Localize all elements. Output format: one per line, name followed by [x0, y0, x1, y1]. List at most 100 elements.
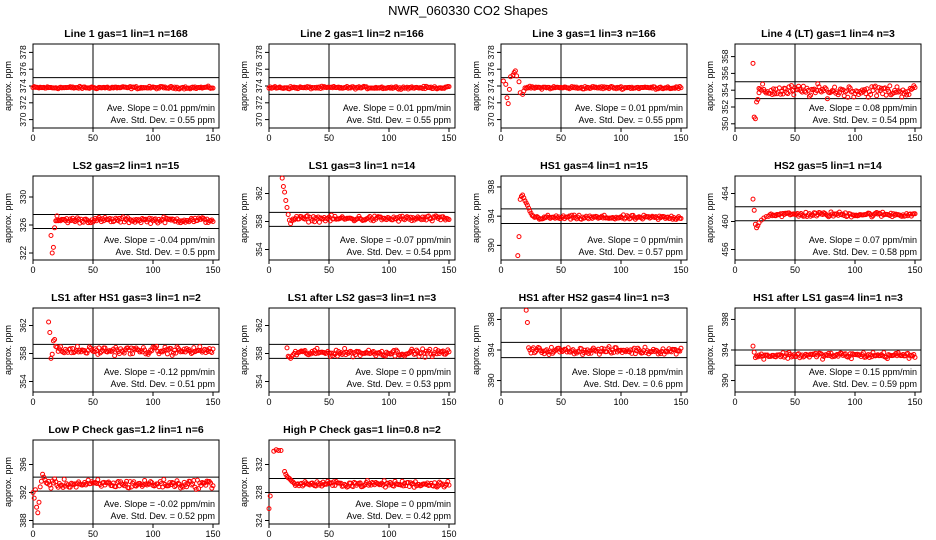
- data-point: [309, 218, 315, 224]
- data-point: [883, 92, 889, 98]
- data-point: [282, 189, 288, 195]
- data-point: [796, 83, 802, 89]
- data-point: [210, 218, 216, 224]
- data-point: [400, 483, 406, 489]
- data-point: [127, 351, 133, 357]
- data-point: [46, 319, 52, 325]
- figure-title: NWR_060330 CO2 Shapes: [388, 3, 548, 18]
- data-point: [868, 92, 874, 98]
- data-point: [144, 482, 150, 488]
- data-point: [364, 478, 370, 484]
- data-point: [154, 343, 160, 349]
- data-point: [596, 351, 602, 357]
- x-tick-label: 150: [441, 133, 456, 143]
- y-tick-label: 354: [254, 374, 264, 388]
- data-point: [516, 79, 522, 85]
- panel-title: Line 3 gas=1 lin=3 n=166: [532, 28, 656, 40]
- y-tick-label: 396: [18, 457, 28, 471]
- x-tick-label: 0: [498, 133, 503, 143]
- data-point: [889, 214, 895, 220]
- data-point: [35, 510, 41, 516]
- data-point: [598, 214, 604, 220]
- slope-annotation: Ave. Slope = 0.07 ppm/min: [809, 235, 917, 245]
- x-tick-label: 150: [205, 397, 220, 407]
- data-point: [642, 344, 648, 350]
- data-point: [770, 86, 776, 92]
- slope-annotation: Ave. Slope = -0.02 ppm/min: [104, 499, 215, 509]
- data-point: [164, 351, 170, 357]
- data-point: [516, 234, 522, 240]
- x-tick-label: 50: [88, 265, 98, 275]
- data-point: [548, 344, 554, 350]
- x-tick-label: 100: [847, 265, 862, 275]
- x-tick-label: 150: [907, 133, 922, 143]
- y-tick-label: 460: [720, 214, 730, 228]
- y-tick-label: 388: [18, 513, 28, 527]
- panel: LS2 gas=2 lin=1 n=15 0 50 100 150 322 326 330 ap…: [3, 160, 221, 275]
- x-tick-label: 0: [30, 133, 35, 143]
- data-point: [822, 85, 828, 91]
- data-point: [779, 89, 785, 95]
- panel-title: High P Check gas=1 lin=0.8 n=2: [283, 424, 441, 436]
- data-point: [54, 213, 60, 219]
- y-tick-label: 376: [18, 62, 28, 76]
- data-point: [210, 85, 216, 91]
- data-point: [523, 307, 529, 313]
- y-tick-label: 322: [18, 246, 28, 260]
- panel-title: LS1 after HS1 gas=3 lin=1 n=2: [51, 292, 201, 304]
- data-point: [74, 344, 80, 350]
- data-point: [302, 348, 308, 353]
- y-tick-label: 358: [254, 346, 264, 360]
- y-axis-label: approx. ppm: [239, 325, 249, 375]
- data-point: [137, 349, 143, 355]
- data-point: [285, 212, 291, 217]
- data-point: [315, 481, 321, 487]
- x-tick-label: 0: [732, 397, 737, 407]
- x-tick-label: 50: [324, 133, 334, 143]
- data-point: [776, 85, 782, 91]
- data-point: [48, 233, 54, 238]
- data-point: [865, 352, 871, 358]
- data-point: [806, 93, 812, 99]
- y-axis-label: approx. ppm: [705, 325, 715, 375]
- data-point: [41, 474, 47, 480]
- data-point: [80, 219, 86, 225]
- slope-annotation: Ave. Slope = 0.15 ppm/min: [809, 367, 917, 377]
- std-dev-annotation: Ave. Std. Dev. = 0.55 ppm: [111, 115, 215, 125]
- y-axis-label: approx. ppm: [3, 325, 13, 375]
- data-point: [300, 483, 306, 489]
- x-tick-label: 100: [613, 133, 628, 143]
- data-point: [523, 85, 529, 91]
- data-point: [442, 351, 448, 357]
- data-point: [173, 350, 179, 356]
- data-point: [632, 351, 638, 357]
- x-tick-label: 150: [907, 265, 922, 275]
- data-point: [895, 89, 901, 95]
- x-tick-label: 50: [556, 265, 566, 275]
- slope-annotation: Ave. Slope = 0 ppm/min: [587, 235, 683, 245]
- data-point: [820, 356, 826, 362]
- y-tick-label: 394: [486, 343, 496, 357]
- data-point: [279, 175, 285, 181]
- x-tick-label: 0: [266, 265, 271, 275]
- data-point: [788, 83, 794, 89]
- y-tick-label: 362: [18, 318, 28, 332]
- x-tick-label: 150: [673, 133, 688, 143]
- y-axis-label: approx. ppm: [239, 193, 249, 243]
- slope-annotation: Ave. Slope = -0.04 ppm/min: [104, 235, 215, 245]
- panel-title: LS2 gas=2 lin=1 n=15: [73, 160, 180, 172]
- data-point: [162, 344, 168, 350]
- y-tick-label: 374: [486, 79, 496, 93]
- data-point: [446, 217, 452, 223]
- data-point: [606, 344, 612, 350]
- data-point: [31, 495, 37, 501]
- y-axis-label: approx. ppm: [705, 193, 715, 243]
- x-tick-label: 0: [266, 529, 271, 539]
- data-point: [791, 92, 797, 98]
- y-tick-label: 332: [254, 457, 264, 471]
- data-point: [608, 350, 614, 356]
- data-point: [34, 504, 40, 510]
- data-point: [446, 84, 452, 90]
- data-point: [82, 480, 88, 486]
